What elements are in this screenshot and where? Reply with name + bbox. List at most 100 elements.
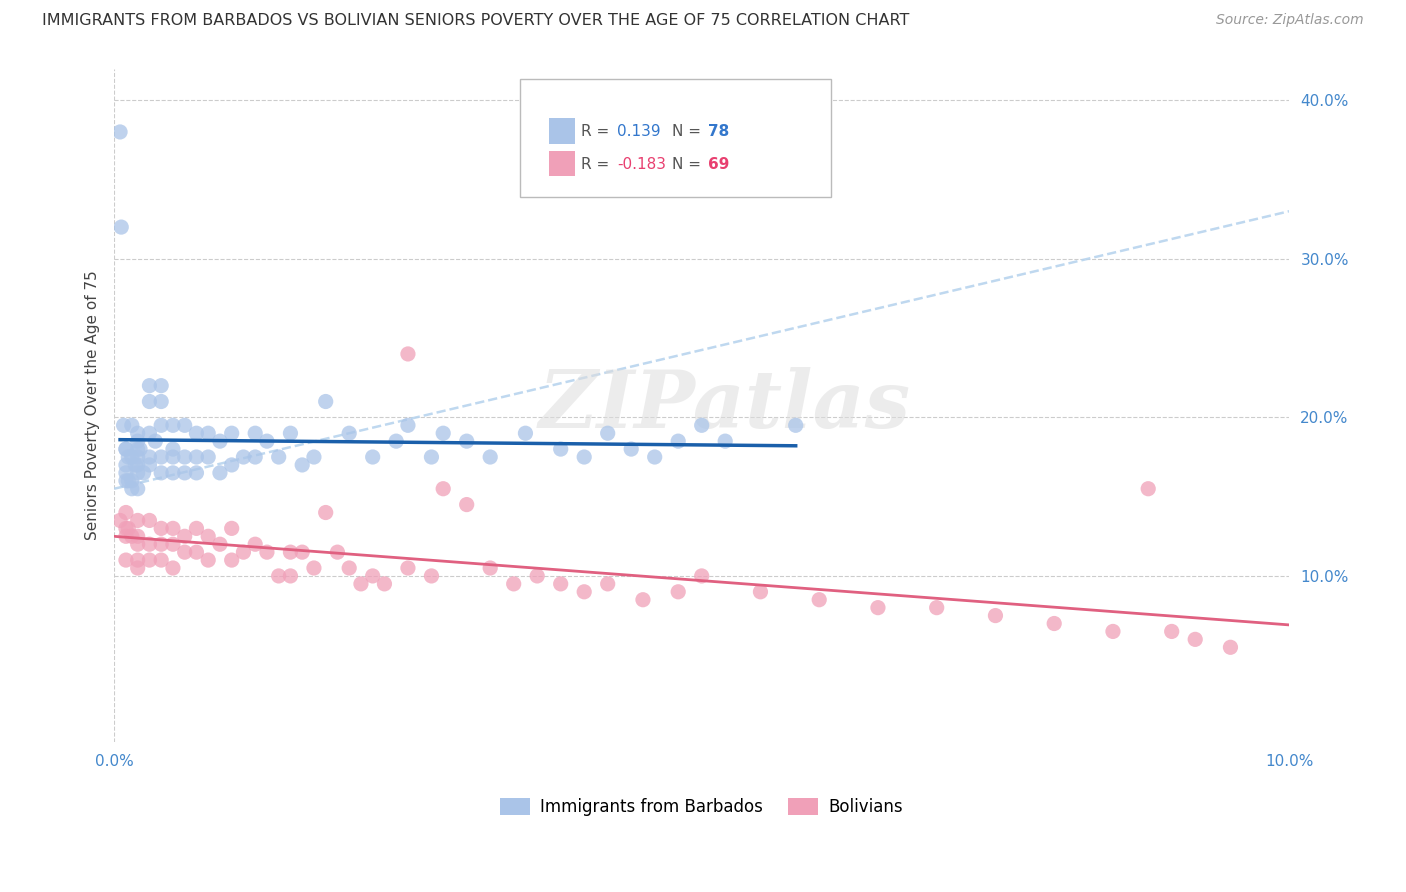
Point	[127, 537, 149, 551]
Point	[162, 418, 184, 433]
Point	[280, 426, 302, 441]
Point	[127, 426, 149, 441]
Point	[256, 434, 278, 449]
Point	[666, 584, 689, 599]
Point	[267, 450, 290, 464]
Point	[127, 442, 149, 456]
Point	[808, 592, 831, 607]
Point	[280, 545, 302, 559]
Point	[162, 561, 184, 575]
Point	[117, 521, 139, 535]
Point	[526, 569, 548, 583]
Point	[280, 569, 302, 583]
Point	[396, 347, 419, 361]
Point	[197, 450, 219, 464]
Y-axis label: Seniors Poverty Over the Age of 75: Seniors Poverty Over the Age of 75	[86, 270, 100, 541]
Point	[127, 561, 149, 575]
Point	[115, 506, 138, 520]
Point	[115, 442, 138, 456]
Point	[127, 482, 149, 496]
Point	[302, 450, 325, 464]
Point	[396, 561, 419, 575]
Point	[1184, 632, 1206, 647]
Point	[420, 569, 443, 583]
Point	[714, 434, 737, 449]
Point	[150, 553, 173, 567]
Point	[150, 450, 173, 464]
Point	[690, 418, 713, 433]
Point	[127, 458, 149, 472]
Point	[197, 426, 219, 441]
FancyBboxPatch shape	[548, 151, 575, 177]
Point	[373, 577, 395, 591]
Point	[620, 442, 643, 456]
Point	[186, 426, 208, 441]
Point	[115, 458, 138, 472]
Point	[420, 450, 443, 464]
Point	[121, 482, 143, 496]
Point	[232, 450, 254, 464]
Point	[138, 450, 160, 464]
Point	[127, 553, 149, 567]
Point	[150, 418, 173, 433]
Point	[221, 553, 243, 567]
Point	[245, 450, 267, 464]
Point	[208, 434, 231, 449]
Point	[479, 561, 502, 575]
Point	[129, 442, 152, 456]
Point	[456, 498, 478, 512]
Point	[112, 418, 135, 433]
Point	[749, 584, 772, 599]
Point	[150, 537, 173, 551]
Point	[173, 545, 195, 559]
Point	[173, 450, 195, 464]
Point	[291, 545, 314, 559]
Point	[121, 450, 143, 464]
Point	[550, 442, 572, 456]
Point	[138, 513, 160, 527]
Text: 0.139: 0.139	[617, 124, 661, 138]
Point	[644, 450, 666, 464]
Point	[866, 600, 889, 615]
Point	[1102, 624, 1125, 639]
Point	[150, 521, 173, 535]
Point	[115, 553, 138, 567]
Text: Source: ZipAtlas.com: Source: ZipAtlas.com	[1216, 13, 1364, 28]
Point	[186, 450, 208, 464]
Point	[138, 394, 160, 409]
Point	[162, 442, 184, 456]
Point	[127, 513, 149, 527]
Point	[596, 426, 619, 441]
Point	[502, 577, 524, 591]
Point	[221, 426, 243, 441]
Point	[291, 458, 314, 472]
Text: -0.183: -0.183	[617, 157, 666, 172]
Point	[232, 545, 254, 559]
Point	[138, 458, 160, 472]
Point	[150, 394, 173, 409]
Point	[150, 378, 173, 392]
Point	[138, 537, 160, 551]
Text: R =: R =	[581, 157, 614, 172]
Point	[173, 418, 195, 433]
Point	[337, 426, 360, 441]
Point	[186, 545, 208, 559]
Point	[302, 561, 325, 575]
Point	[785, 418, 807, 433]
Point	[1043, 616, 1066, 631]
Point	[337, 561, 360, 575]
Point	[361, 450, 384, 464]
Point	[127, 450, 149, 464]
Point	[690, 569, 713, 583]
Point	[221, 521, 243, 535]
Point	[315, 394, 337, 409]
Point	[117, 450, 139, 464]
Point	[143, 434, 166, 449]
Legend: Immigrants from Barbados, Bolivians: Immigrants from Barbados, Bolivians	[494, 791, 910, 822]
Point	[350, 577, 373, 591]
Point	[138, 426, 160, 441]
Point	[150, 466, 173, 480]
Point	[574, 450, 596, 464]
Point	[666, 434, 689, 449]
Point	[396, 418, 419, 433]
